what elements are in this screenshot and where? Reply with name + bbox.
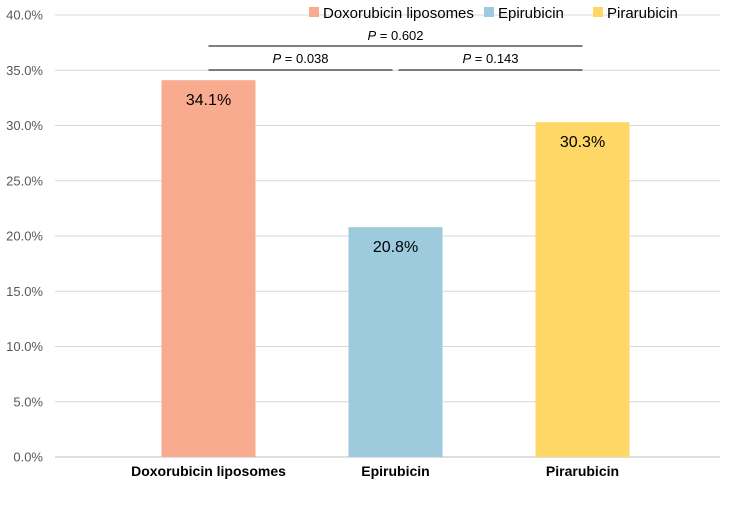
legend-label: Epirubicin [498,5,564,22]
bar-2 [348,227,443,457]
p-symbol: P [272,51,281,66]
y-axis: 0.0% 5.0% 10.0% 15.0% 20.0% 25.0% 30.0% 35.0% 40… [6,8,43,465]
legend-swatch [484,7,494,17]
p-symbol: P [462,51,471,66]
y-tick-label: 35.0% [6,63,43,78]
x-tick-label: Pirarubicin [546,463,619,479]
legend-swatch [593,7,603,17]
bar-3 [535,122,630,457]
bars: 34.1% 20.8% 30.3% [161,80,630,457]
y-tick-label: 40.0% [6,8,43,23]
p-value-label: P = 0.602 [367,28,423,43]
data-label: 20.8% [373,239,418,256]
y-tick-label: 0.0% [13,450,43,465]
legend-label: Pirarubicin [607,5,678,22]
legend-label: Doxorubicin liposomes [323,5,474,22]
p-value-label: P = 0.038 [272,51,328,66]
y-tick-label: 15.0% [6,284,43,299]
y-tick-label: 25.0% [6,173,43,188]
legend-swatch [309,7,319,17]
p-symbol: P [367,28,376,43]
y-tick-label: 20.0% [6,229,43,244]
bar-1 [161,80,256,457]
y-tick-label: 5.0% [13,394,43,409]
y-tick-label: 10.0% [6,339,43,354]
x-tick-label: Epirubicin [361,463,429,479]
data-label: 30.3% [560,134,605,151]
legend: Doxorubicin liposomes Epirubicin Pirarubic… [309,5,678,22]
data-label: 34.1% [186,92,231,109]
p-value-label: P = 0.143 [462,51,518,66]
x-tick-label: Doxorubicin liposomes [131,463,286,479]
p-value: = 0.143 [471,51,518,66]
p-value: = 0.038 [281,51,328,66]
x-axis: Doxorubicin liposomes Epirubicin Pirarubic… [131,463,619,479]
p-value: = 0.602 [376,28,423,43]
y-tick-label: 30.0% [6,118,43,133]
